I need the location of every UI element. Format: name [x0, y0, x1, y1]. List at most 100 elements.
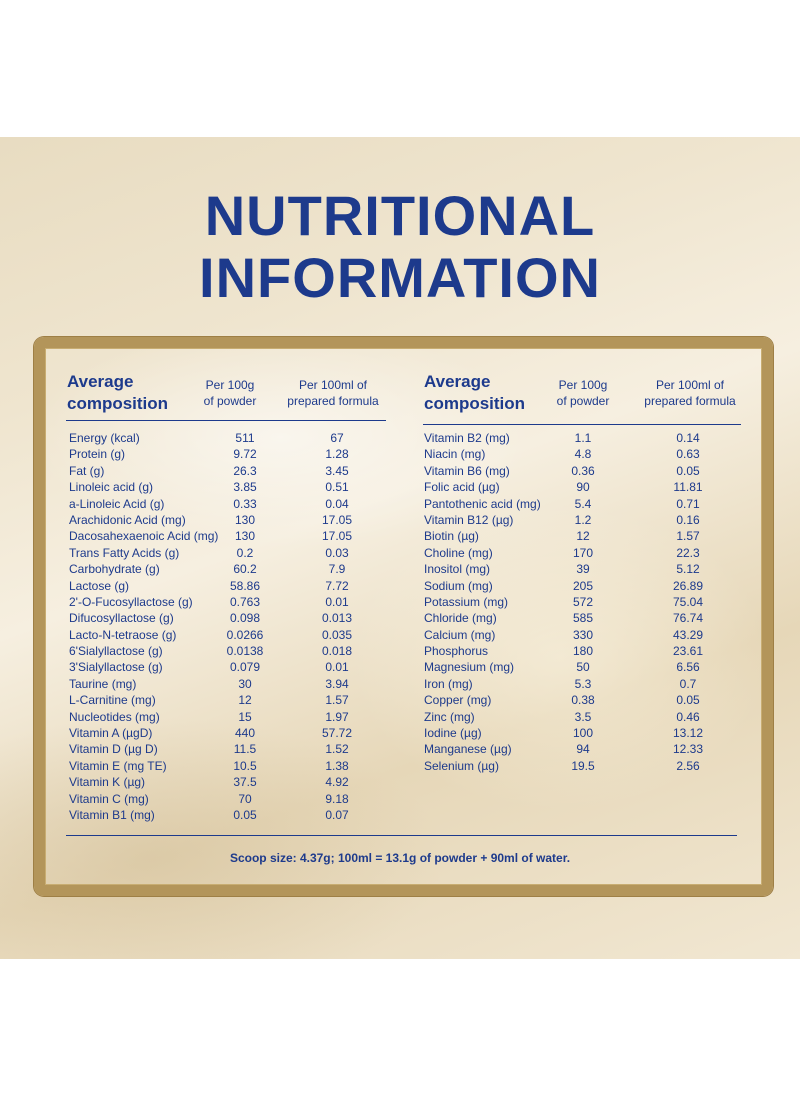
right-header-average-line1: Average: [424, 372, 491, 391]
value-per-100ml: 1.57: [325, 693, 349, 708]
nutrient-name: Selenium (µg): [424, 758, 499, 773]
value-per-100g: 0.38: [571, 693, 595, 708]
gold-frame: [34, 337, 773, 896]
nutrient-row: Inositol (mg) 39 5.12: [424, 561, 744, 577]
nutrient-row: Lacto-N-tetraose (g) 0.0266 0.035: [69, 627, 389, 643]
value-per-100ml: 0.16: [676, 512, 700, 527]
value-per-100g: 39: [576, 562, 590, 577]
nutrient-name: 2'-O-Fucosyllactose (g): [69, 594, 193, 609]
value-per-100ml: 1.57: [676, 529, 700, 544]
nutrient-name: Magnesium (mg): [424, 660, 515, 675]
value-per-100g: 4.8: [574, 447, 592, 462]
nutrient-row: Copper (mg) 0.38 0.05: [424, 692, 744, 708]
value-per-100g: 130: [234, 529, 256, 544]
nutrient-row: Niacin (mg) 4.8 0.63: [424, 446, 744, 462]
value-per-100ml: 0.035: [321, 627, 353, 642]
nutrient-name: Folic acid (µg): [424, 480, 500, 495]
nutrient-name: Difucosyllactose (g): [69, 611, 174, 626]
nutrient-name: 3'Sialyllactose (g): [69, 660, 163, 675]
value-per-100ml: 0.7: [679, 676, 697, 691]
nutrient-name: Trans Fatty Acids (g): [69, 545, 180, 560]
nutrient-name: 6'Sialyllactose (g): [69, 644, 163, 659]
value-per-100g: 585: [572, 611, 594, 626]
right-header-per100g-line2: of powder: [556, 394, 610, 408]
value-per-100g: 1.1: [574, 431, 592, 445]
value-per-100ml: 3.45: [325, 463, 349, 478]
nutrient-name: Vitamin B1 (mg): [69, 807, 155, 822]
nutrient-name: Vitamin E (mg TE): [69, 758, 167, 773]
value-per-100g: 0.05: [233, 807, 257, 822]
nutrient-row: Fat (g) 26.3 3.45: [69, 463, 389, 479]
value-per-100g: 12: [238, 693, 252, 708]
nutrient-row: Selenium (µg) 19.5 2.56: [424, 758, 744, 774]
value-per-100g: 70: [238, 791, 252, 806]
nutrient-name: Vitamin K (µg): [69, 775, 146, 790]
left-header-per100g-line2: of powder: [203, 394, 257, 408]
left-header-per100g: Per 100g of powder: [190, 377, 270, 409]
nutrient-row: Vitamin B1 (mg) 0.05 0.07: [69, 807, 389, 823]
nutrient-name: L-Carnitine (mg): [69, 693, 156, 708]
value-per-100ml: 0.013: [321, 611, 353, 626]
nutrient-row: Phosphorus 180 23.61: [424, 643, 744, 659]
nutrient-row: Vitamin B12 (µg) 1.2 0.16: [424, 512, 744, 528]
value-per-100g: 90: [576, 480, 590, 495]
nutrient-row: L-Carnitine (mg) 12 1.57: [69, 692, 389, 708]
right-header-per100g: Per 100g of powder: [543, 377, 623, 409]
left-header-per100g-line1: Per 100g: [205, 378, 255, 392]
value-per-100ml: 0.03: [325, 545, 349, 560]
value-per-100ml: 1.97: [325, 709, 349, 724]
value-per-100g: 511: [235, 431, 255, 445]
value-per-100ml: 43.29: [672, 627, 704, 642]
value-per-100g: 10.5: [233, 758, 257, 773]
value-per-100g: 0.079: [229, 660, 261, 675]
value-per-100ml: 5.12: [676, 562, 700, 577]
nutrient-name: Choline (mg): [424, 545, 493, 560]
nutrient-name: Chloride (mg): [424, 611, 497, 626]
nutrient-row: Zinc (mg) 3.5 0.46: [424, 709, 744, 725]
value-per-100g: 100: [572, 726, 594, 741]
value-per-100ml: 0.07: [325, 807, 349, 822]
nutrient-row: Sodium (mg) 205 26.89: [424, 578, 744, 594]
nutrient-row: Vitamin D (µg D) 11.5 1.52: [69, 741, 389, 757]
nutrient-row: Vitamin A (µgD) 440 57.72: [69, 725, 389, 741]
value-per-100ml: 0.01: [325, 594, 349, 609]
value-per-100ml: 0.05: [676, 693, 700, 708]
nutrient-row: Manganese (µg) 94 12.33: [424, 741, 744, 757]
nutrient-name: Vitamin B12 (µg): [424, 512, 514, 527]
left-header-average-line1: Average: [67, 372, 134, 391]
value-per-100g: 0.0138: [226, 644, 264, 659]
value-per-100g: 12: [576, 529, 590, 544]
value-per-100ml: 26.89: [672, 578, 704, 593]
nutrient-row: Vitamin B2 (mg) 1.1 0.14: [424, 430, 744, 446]
value-per-100g: 19.5: [571, 758, 595, 773]
left-header-average: Average composition: [67, 371, 168, 415]
value-per-100g: 94: [576, 742, 590, 757]
nutrient-row: Chloride (mg) 585 76.74: [424, 610, 744, 626]
nutrient-row: Arachidonic Acid (mg) 130 17.05: [69, 512, 389, 528]
nutrient-row: Iron (mg) 5.3 0.7: [424, 676, 744, 692]
value-per-100g: 50: [576, 660, 590, 675]
value-per-100ml: 6.56: [676, 660, 700, 675]
nutrient-name: Vitamin D (µg D): [69, 742, 158, 757]
value-per-100ml: 11.81: [673, 480, 703, 495]
value-per-100ml: 17.05: [321, 529, 353, 544]
left-header-rule: [66, 420, 386, 421]
value-per-100ml: 1.52: [325, 742, 349, 757]
value-per-100ml: 0.018: [321, 644, 353, 659]
nutrient-name: Phosphorus: [424, 644, 489, 659]
value-per-100ml: 3.94: [325, 676, 349, 691]
value-per-100ml: 0.04: [325, 496, 349, 511]
nutrient-name: Copper (mg): [424, 693, 492, 708]
nutrient-row: Linoleic acid (g) 3.85 0.51: [69, 479, 389, 495]
value-per-100ml: 9.18: [325, 791, 349, 806]
right-header-per100ml-line1: Per 100ml of: [655, 378, 725, 392]
nutrient-name: Lactose (g): [69, 578, 130, 593]
nutrient-name: Inositol (mg): [424, 562, 491, 577]
nutrient-row: Folic acid (µg) 90 11.81: [424, 479, 744, 495]
nutrient-name: Fat (g): [69, 463, 105, 478]
value-per-100g: 60.2: [233, 562, 257, 577]
value-per-100ml: 7.72: [325, 578, 349, 593]
background-panel: [0, 137, 800, 959]
nutrient-name: Linoleic acid (g): [69, 480, 154, 495]
nutrient-row: Vitamin C (mg) 70 9.18: [69, 791, 389, 807]
